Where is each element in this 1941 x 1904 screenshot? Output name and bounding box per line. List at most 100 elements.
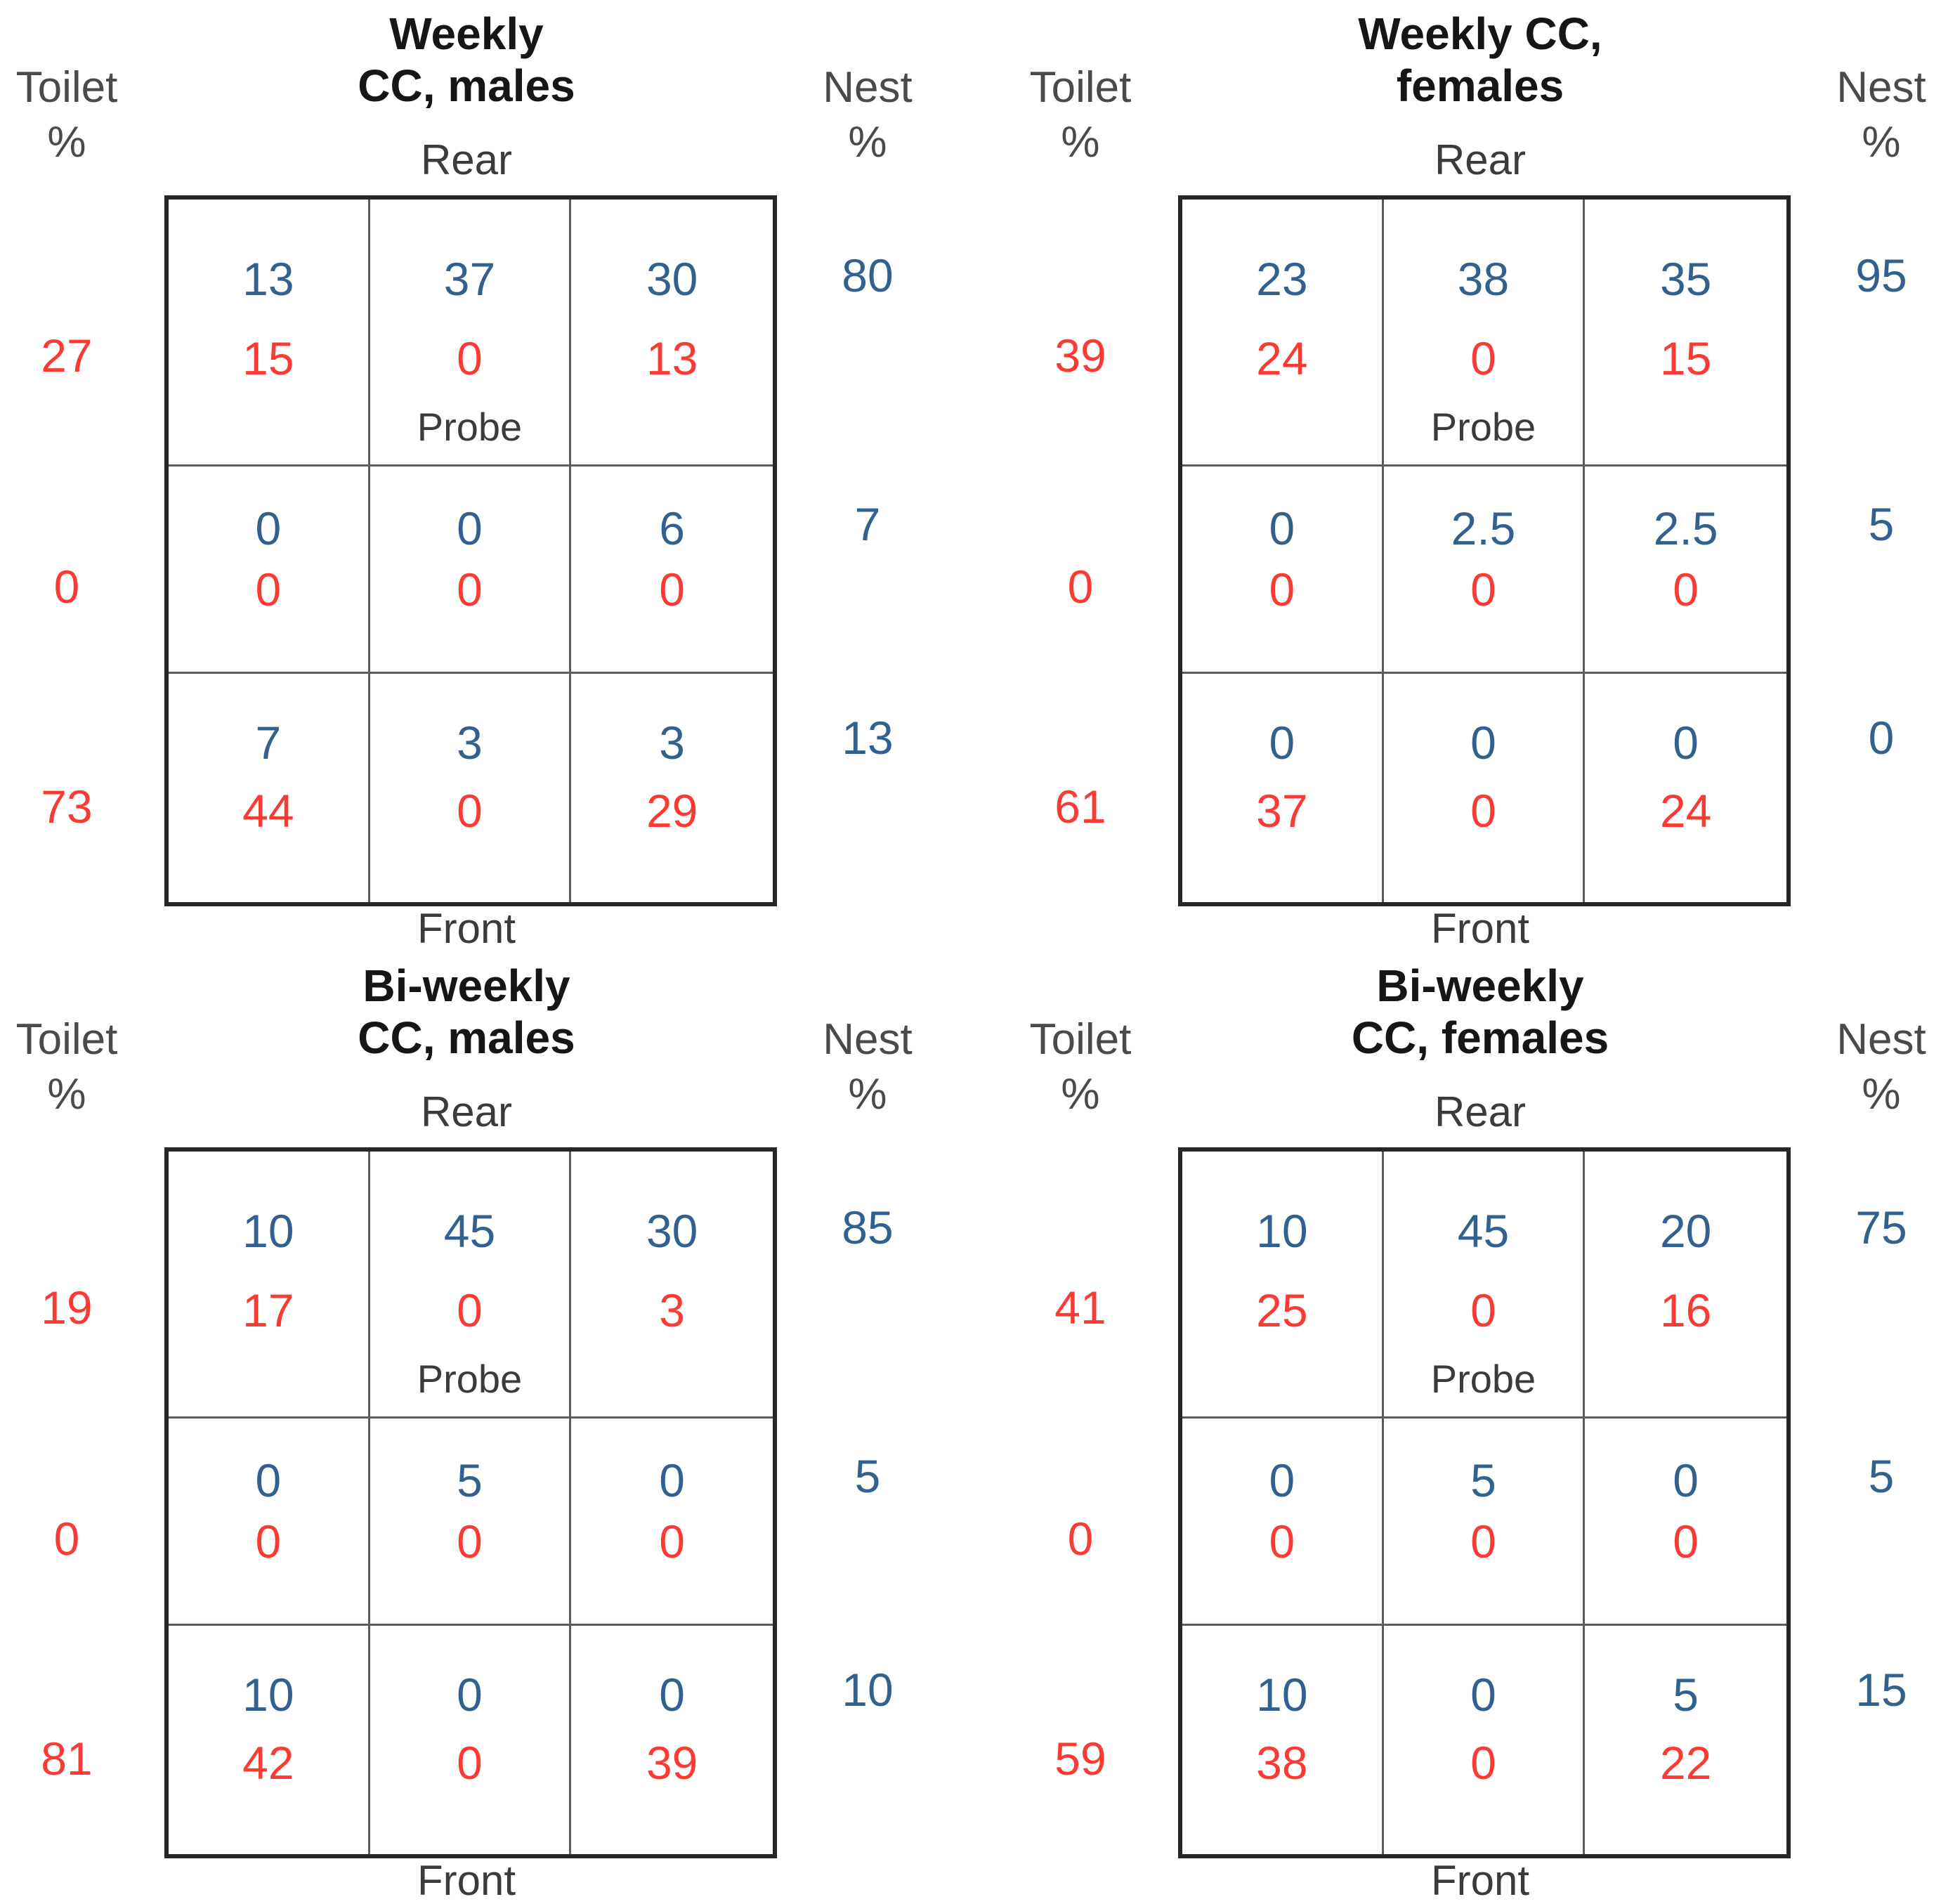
panel-content: Weekly CC, males Toilet % Nest % Rear 13… xyxy=(0,0,970,952)
cell-value-red: 0 xyxy=(659,1515,686,1568)
grid-cell: 2.5 0 xyxy=(1585,467,1786,674)
grid-cell: 10 42 xyxy=(169,1626,370,1854)
cell-value-blue: 45 xyxy=(443,1205,496,1258)
grid-cell: 30 3 xyxy=(571,1152,773,1419)
cell-value-red: 42 xyxy=(242,1737,294,1789)
cell-value-red: 0 xyxy=(1470,1515,1496,1568)
grid: 10 25 45 0 Probe 20 16 0 0 5 0 0 0 10 38 0 0 5 22 xyxy=(1178,1147,1791,1858)
probe-label: Probe xyxy=(1430,1357,1536,1402)
cell-value-blue: 35 xyxy=(1659,253,1712,306)
nest-percent-header: Nest xyxy=(1836,63,1926,112)
grid-cell: 37 0 Probe xyxy=(370,200,572,467)
front-label: Front xyxy=(417,1857,516,1904)
grid-cell: 35 15 xyxy=(1585,200,1786,467)
grid-cell: 0 37 xyxy=(1182,674,1384,902)
nest-percent-symbol: % xyxy=(1862,1070,1901,1119)
cell-value-blue: 10 xyxy=(242,1205,294,1258)
nest-percent-value: 10 xyxy=(842,1664,894,1716)
panel-title-line1: Weekly xyxy=(389,8,544,59)
nest-percent-value: 5 xyxy=(1868,498,1895,550)
panel-title-line2: CC, females xyxy=(1351,1012,1609,1063)
cell-value-blue: 0 xyxy=(659,1454,686,1506)
cell-value-red: 16 xyxy=(1659,1284,1712,1337)
cell-value-blue: 30 xyxy=(646,1205,698,1258)
grid-cell: 10 25 xyxy=(1182,1152,1384,1419)
grid-cell: 10 38 xyxy=(1182,1626,1384,1854)
grid-cell: 13 15 xyxy=(169,200,370,467)
cell-value-red: 29 xyxy=(646,785,698,837)
nest-percent-value: 15 xyxy=(1855,1664,1907,1716)
grid-cell: 0 39 xyxy=(571,1626,773,1854)
cell-value-blue: 7 xyxy=(255,716,282,769)
front-label: Front xyxy=(1430,1857,1530,1904)
grid-cell: 38 0 Probe xyxy=(1383,200,1586,467)
cell-value-red: 0 xyxy=(659,563,686,616)
probe-label: Probe xyxy=(1430,405,1536,450)
cell-value-blue: 5 xyxy=(1673,1668,1699,1721)
cell-value-red: 0 xyxy=(457,1515,483,1568)
cell-value-blue: 37 xyxy=(443,253,496,306)
cell-value-blue: 0 xyxy=(1673,1454,1699,1506)
cell-value-red: 0 xyxy=(255,1515,282,1568)
front-label: Front xyxy=(1430,905,1530,952)
cell-value-red: 0 xyxy=(1470,563,1496,616)
grid-cell: 45 0 Probe xyxy=(370,1152,572,1419)
cell-value-red: 24 xyxy=(1256,332,1308,385)
panel-title-line1: Weekly CC, xyxy=(1358,8,1602,59)
panel-content: Bi-weekly CC, females Toilet % Nest % Re… xyxy=(1014,952,1940,1904)
cell-value-red: 0 xyxy=(457,563,483,616)
nest-percent-value: 13 xyxy=(842,712,894,764)
cell-value-red: 3 xyxy=(659,1284,686,1337)
rear-label: Rear xyxy=(420,136,513,183)
grid-cell: 10 17 xyxy=(169,1152,370,1419)
nest-percent-value: 7 xyxy=(854,498,881,550)
grid: 13 15 37 0 Probe 30 13 0 0 0 0 6 0 7 44 3 0 3 29 xyxy=(164,195,777,906)
cell-value-blue: 20 xyxy=(1659,1205,1712,1258)
toilet-percent-value: 59 xyxy=(1054,1733,1106,1785)
cell-value-blue: 23 xyxy=(1256,253,1308,306)
toilet-percent-value: 19 xyxy=(41,1282,93,1334)
cell-value-red: 15 xyxy=(1659,332,1712,385)
cell-value-blue: 0 xyxy=(1269,502,1295,554)
grid: 23 24 38 0 Probe 35 15 0 0 2.5 0 2.5 0 0 37 0 0 0 24 xyxy=(1178,195,1791,906)
cell-value-blue: 0 xyxy=(1470,716,1496,769)
nest-percent-header: Nest xyxy=(823,63,913,112)
toilet-percent-symbol: % xyxy=(1061,118,1100,167)
cell-value-blue: 0 xyxy=(457,502,483,554)
cell-value-blue: 6 xyxy=(659,502,686,554)
cell-value-red: 22 xyxy=(1659,1737,1712,1789)
cell-value-red: 0 xyxy=(1470,332,1496,385)
grid-cell: 20 16 xyxy=(1585,1152,1786,1419)
cell-value-red: 15 xyxy=(242,332,294,385)
cell-value-blue: 0 xyxy=(1470,1668,1496,1721)
grid-cell: 0 24 xyxy=(1585,674,1786,902)
rear-label: Rear xyxy=(420,1088,513,1135)
panel-bi-weekly-cc-females: Bi-weekly CC, females Toilet % Nest % Re… xyxy=(970,952,1940,1904)
panel-weekly-cc-males: Weekly CC, males Toilet % Nest % Rear 13… xyxy=(0,0,970,952)
cell-value-red: 0 xyxy=(1269,1515,1295,1568)
rear-label: Rear xyxy=(1434,1088,1527,1135)
panel-bi-weekly-cc-males: Bi-weekly CC, males Toilet % Nest % Rear… xyxy=(0,952,970,1904)
cell-value-blue: 10 xyxy=(1256,1205,1308,1258)
cell-value-blue: 3 xyxy=(659,716,686,769)
cell-value-red: 0 xyxy=(1470,1284,1496,1337)
cell-value-red: 0 xyxy=(1673,563,1699,616)
cell-value-red: 0 xyxy=(457,332,483,385)
cell-value-red: 0 xyxy=(255,563,282,616)
cell-value-red: 0 xyxy=(457,1284,483,1337)
panel-content: Bi-weekly CC, males Toilet % Nest % Rear… xyxy=(0,952,970,1904)
cell-value-red: 13 xyxy=(646,332,698,385)
toilet-percent-header: Toilet xyxy=(1029,1015,1132,1064)
nest-percent-symbol: % xyxy=(1862,118,1901,167)
cell-value-red: 0 xyxy=(1269,563,1295,616)
cell-value-red: 44 xyxy=(242,785,294,837)
grid-cell: 5 22 xyxy=(1585,1626,1786,1854)
rear-label: Rear xyxy=(1434,136,1527,183)
